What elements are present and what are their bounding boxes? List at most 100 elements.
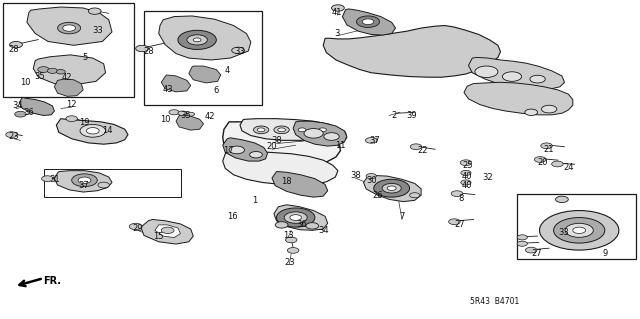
Text: 11: 11 (335, 141, 346, 150)
Circle shape (517, 235, 527, 240)
Circle shape (66, 116, 77, 122)
Circle shape (98, 182, 109, 188)
Polygon shape (159, 16, 251, 60)
Circle shape (410, 193, 420, 198)
Text: 40: 40 (462, 172, 472, 181)
Circle shape (461, 180, 471, 185)
Text: 29: 29 (132, 224, 143, 233)
Circle shape (573, 227, 586, 234)
Circle shape (449, 219, 460, 225)
Circle shape (257, 128, 265, 132)
Circle shape (275, 222, 288, 228)
Circle shape (47, 68, 58, 73)
Text: 20: 20 (267, 142, 277, 151)
Circle shape (290, 215, 301, 220)
Text: 35: 35 (180, 111, 191, 120)
Polygon shape (272, 172, 328, 197)
Text: 14: 14 (102, 126, 113, 135)
Polygon shape (141, 219, 193, 244)
Text: 33: 33 (92, 26, 102, 35)
Text: 7: 7 (399, 212, 404, 221)
Circle shape (278, 128, 285, 132)
Text: 33: 33 (558, 228, 568, 237)
Text: 36: 36 (297, 220, 307, 229)
Circle shape (475, 66, 498, 78)
Circle shape (129, 223, 142, 230)
Text: 21: 21 (544, 145, 554, 154)
Text: 43: 43 (163, 85, 173, 94)
Text: 39: 39 (406, 111, 417, 120)
Text: 17: 17 (223, 146, 234, 155)
Text: 26: 26 (372, 191, 383, 200)
Text: 4: 4 (225, 66, 230, 75)
Text: 42: 42 (62, 73, 72, 82)
Text: 20: 20 (538, 158, 548, 167)
Circle shape (178, 111, 187, 115)
Polygon shape (342, 9, 396, 35)
Circle shape (319, 128, 326, 132)
Circle shape (525, 247, 537, 253)
Bar (144, 11, 262, 105)
Circle shape (541, 143, 552, 149)
Polygon shape (293, 121, 347, 146)
Polygon shape (223, 122, 340, 167)
Text: 25: 25 (462, 161, 472, 170)
Text: 9: 9 (602, 249, 607, 258)
Text: 10: 10 (20, 78, 31, 87)
Polygon shape (54, 171, 112, 192)
Text: 32: 32 (483, 173, 493, 182)
Text: 30: 30 (366, 176, 376, 185)
Text: 28: 28 (9, 45, 19, 54)
Circle shape (365, 137, 377, 143)
Text: 24: 24 (563, 163, 573, 172)
Bar (3, 3, 134, 97)
Text: 1: 1 (252, 197, 257, 205)
Circle shape (169, 110, 179, 115)
Circle shape (315, 126, 330, 134)
Text: 6: 6 (214, 86, 219, 95)
Text: 5: 5 (83, 53, 88, 62)
Circle shape (502, 72, 522, 81)
Circle shape (80, 124, 106, 137)
Circle shape (38, 67, 49, 72)
Polygon shape (155, 225, 180, 238)
Circle shape (78, 177, 91, 183)
Circle shape (530, 75, 545, 83)
Circle shape (374, 179, 410, 197)
Polygon shape (364, 175, 421, 202)
Circle shape (63, 25, 76, 31)
Circle shape (304, 129, 323, 138)
Text: 5R43  B4701: 5R43 B4701 (470, 297, 520, 306)
Circle shape (229, 146, 244, 154)
Text: 8: 8 (458, 194, 463, 203)
Polygon shape (274, 205, 328, 230)
Text: 2: 2 (391, 111, 396, 120)
Circle shape (451, 191, 463, 197)
Circle shape (410, 144, 422, 150)
Polygon shape (56, 119, 128, 144)
Circle shape (161, 227, 174, 234)
Polygon shape (176, 115, 204, 130)
Text: FR.: FR. (44, 276, 61, 286)
Polygon shape (223, 138, 268, 161)
Circle shape (285, 237, 297, 243)
Text: 34: 34 (318, 226, 328, 235)
Circle shape (72, 174, 97, 187)
Circle shape (525, 109, 538, 115)
Circle shape (461, 170, 471, 175)
Circle shape (276, 208, 315, 227)
Circle shape (88, 8, 101, 14)
Polygon shape (189, 66, 221, 83)
Text: 37: 37 (78, 181, 88, 190)
Circle shape (232, 47, 244, 54)
Circle shape (366, 174, 376, 179)
Circle shape (58, 22, 81, 34)
Circle shape (86, 128, 99, 134)
Circle shape (6, 132, 17, 137)
Circle shape (15, 111, 26, 117)
Circle shape (42, 176, 53, 182)
Text: 27: 27 (531, 249, 541, 258)
Circle shape (274, 126, 289, 134)
Circle shape (362, 19, 374, 25)
Circle shape (136, 45, 148, 52)
